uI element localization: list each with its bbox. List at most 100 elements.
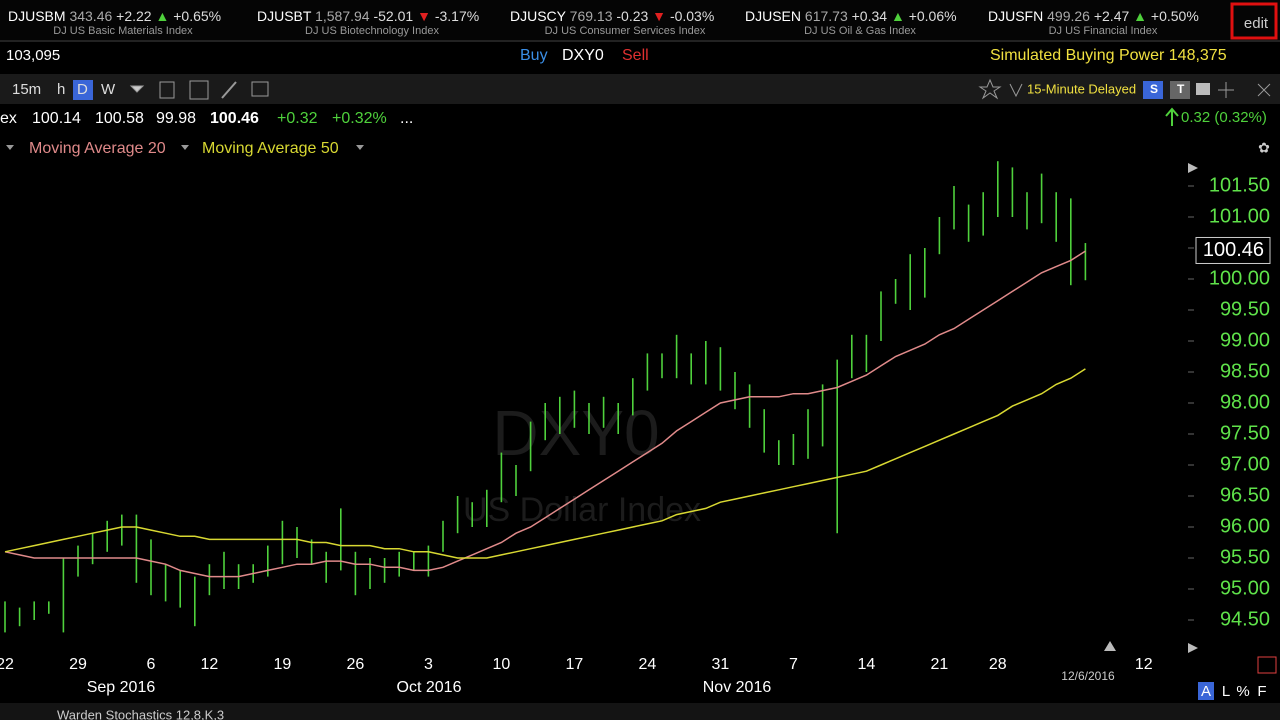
quote-low: 99.98 [156, 110, 196, 127]
indicator-label[interactable]: Moving Average 20 [29, 140, 166, 157]
watermark-name: US Dollar Index [463, 491, 701, 529]
interval-button[interactable]: 15m [12, 81, 41, 98]
t-label: T [1177, 82, 1185, 96]
y-tick-label: 97.00 [1220, 453, 1270, 475]
lower-panel-label: Warden Stochastics 12,8,K,3 [57, 707, 224, 720]
quote-change: +0.32 [277, 110, 318, 127]
quote-pct: +0.32% [332, 110, 387, 127]
move-icon[interactable] [1218, 82, 1234, 98]
ticker-item[interactable]: DJUSCY 769.13 -0.23 ▼ -0.03% [510, 8, 714, 24]
x-tick-label: 10 [493, 656, 511, 673]
y-tick-label: 100.00 [1209, 267, 1270, 289]
toolbar [0, 74, 1280, 104]
ticker-pct: +0.06% [909, 8, 957, 24]
y-tick-label: 96.00 [1220, 515, 1270, 537]
y-tick-label: 101.00 [1209, 205, 1270, 227]
x-tick-label: 26 [347, 656, 365, 673]
month-label: Sep 2016 [87, 679, 156, 696]
x-tick-label: 29 [69, 656, 87, 673]
favorite[interactable] [978, 78, 1002, 100]
y-tick-label: 97.50 [1220, 422, 1270, 444]
symbol[interactable]: DXY0 [562, 47, 604, 64]
x-tick-label: 31 [712, 656, 730, 673]
indicator-label[interactable]: Moving Average 50 [202, 140, 339, 157]
edit-highlight [1230, 2, 1278, 40]
x-tick-label: 14 [858, 656, 876, 673]
ticker-symbol: DJUSCY [510, 8, 567, 24]
plot [4, 161, 1087, 633]
ticker-pct: +0.50% [1151, 8, 1199, 24]
ticker-direction: ▲ [152, 8, 170, 24]
indicator-menu[interactable] [356, 145, 364, 150]
ticker-direction: ▼ [413, 8, 431, 24]
ticker-price: 617.73 [805, 8, 848, 24]
table-icon[interactable] [189, 80, 209, 100]
y-tick-label: 95.50 [1220, 546, 1270, 568]
draw-icon[interactable] [221, 81, 237, 99]
buying-power-value: 148,375 [1169, 47, 1227, 64]
ticker-name: DJ US Financial Index [1049, 25, 1158, 37]
x-tick-label: 6 [147, 656, 156, 673]
interval-button[interactable]: h [57, 81, 65, 98]
palette-icon[interactable]: ✿ [1258, 140, 1270, 156]
s-label: S [1150, 82, 1158, 96]
y-tick-label: 95.00 [1220, 577, 1270, 599]
interval-button[interactable]: D [77, 81, 88, 98]
ticker-name: DJ US Biotechnology Index [305, 25, 439, 37]
filter[interactable] [1009, 83, 1023, 98]
scale-button[interactable]: F [1257, 683, 1266, 700]
t-button[interactable] [1170, 81, 1190, 99]
ticker-direction: ▼ [648, 8, 666, 24]
ticker-bar [0, 0, 1280, 40]
scroll-marker[interactable] [1104, 641, 1116, 651]
quote-row: ex 100.14 100.58 99.98 100.46 +0.32 +0.3… [0, 110, 413, 127]
indicator-menu[interactable] [181, 145, 189, 150]
ticker-change: -52.01 [373, 8, 413, 24]
moving-average [4, 368, 1086, 559]
edit-button[interactable]: edit [1244, 15, 1269, 32]
interval-button[interactable]: W [101, 81, 116, 98]
x-tick-label: 7 [789, 656, 798, 673]
y-tick-label: 98.00 [1220, 391, 1270, 413]
quote-open: 100.14 [32, 110, 81, 127]
s-button[interactable] [1143, 81, 1163, 99]
y-tick-label: 98.50 [1220, 360, 1270, 382]
ticker-name: DJ US Basic Materials Index [53, 25, 193, 37]
ticker-change: -0.23 [616, 8, 648, 24]
account-bar [0, 42, 1280, 70]
scale-button[interactable]: A [1201, 683, 1211, 700]
scale-button[interactable]: % [1236, 683, 1249, 700]
buy-button[interactable]: Buy [520, 47, 548, 64]
ticker-change: +0.34 [852, 8, 888, 24]
ticker-direction: ▲ [887, 8, 905, 24]
bar-style[interactable] [159, 81, 175, 99]
scale-edit[interactable] [1257, 656, 1277, 674]
moving-average [4, 250, 1086, 578]
quote-name: ex [0, 110, 17, 127]
scale-active [1198, 682, 1214, 700]
dropdown[interactable] [129, 85, 145, 93]
ticker-item[interactable]: DJUSBM 343.46 +2.22 ▲ +0.65% [8, 8, 221, 24]
ticker-item[interactable]: DJUSEN 617.73 +0.34 ▲ +0.06% [745, 8, 957, 24]
toolbar-icons [129, 78, 1271, 100]
ticker-item[interactable]: DJUSBT 1,587.94 -52.01 ▼ -3.17% [257, 8, 479, 24]
scale-button[interactable]: L [1222, 683, 1230, 700]
window-icon[interactable] [1196, 83, 1210, 95]
quote-close: 100.46 [210, 110, 259, 127]
x-tick-label: 28 [989, 656, 1007, 673]
buying-power: Simulated Buying Power 148,375 [990, 47, 1227, 64]
note-icon[interactable] [251, 81, 269, 97]
indicator-menu[interactable] [6, 145, 14, 150]
close-icon[interactable] [1257, 83, 1271, 97]
ticker-item[interactable]: DJUSFN 499.26 +2.47 ▲ +0.50% [988, 8, 1199, 24]
ticker-symbol: DJUSFN [988, 8, 1043, 24]
quote-more[interactable]: ... [400, 110, 413, 127]
ticker-symbol: DJUSBM [8, 8, 66, 24]
sell-button[interactable]: Sell [622, 47, 649, 64]
ticker-symbol: DJUSEN [745, 8, 801, 24]
x-tick-label: 3 [424, 656, 433, 673]
last-date: 12/6/2016 [1061, 669, 1115, 683]
ticker-symbol: DJUSBT [257, 8, 312, 24]
last-price: 100.46 [1203, 239, 1264, 261]
